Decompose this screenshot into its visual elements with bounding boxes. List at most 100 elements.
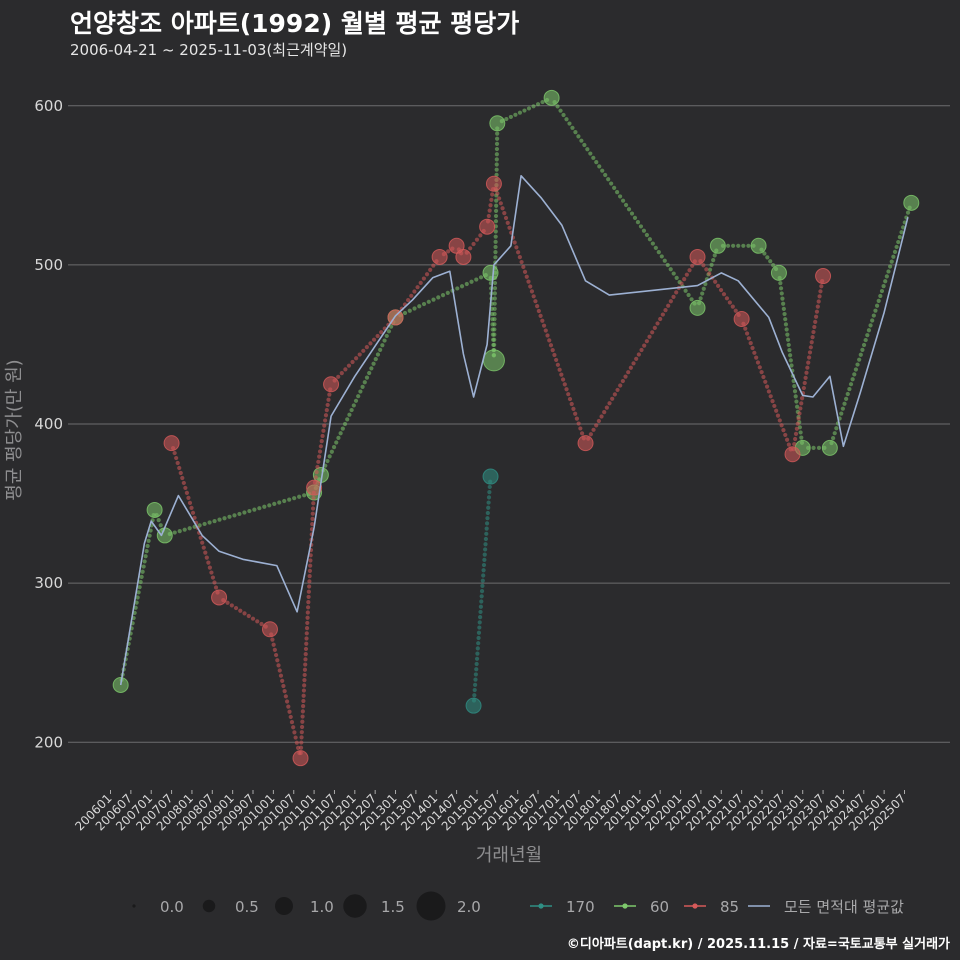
connector-dot	[793, 394, 798, 399]
data-point	[431, 248, 448, 265]
connector-dot	[683, 288, 688, 293]
connector-dot	[585, 147, 590, 152]
connector-dot	[552, 352, 557, 358]
connector-dot	[298, 745, 304, 750]
y-tick-label: 400	[34, 415, 63, 433]
connector-dot	[492, 317, 497, 322]
connector-dot	[891, 254, 896, 259]
connector-dot	[291, 725, 296, 730]
connector-dot	[746, 243, 751, 248]
connector-dot	[806, 360, 811, 365]
connector-dot	[787, 347, 792, 353]
connector-dot	[276, 663, 281, 668]
connector-dot	[382, 338, 387, 343]
connector-dot	[368, 341, 373, 346]
connector-dot	[519, 259, 524, 265]
connector-dot	[852, 372, 857, 377]
connector-dot	[818, 289, 823, 294]
data-point	[485, 175, 502, 192]
connector-dot	[375, 333, 380, 339]
connector-dot	[897, 235, 902, 240]
connector-dot	[548, 343, 554, 348]
connector-dot	[799, 435, 804, 440]
connector-dot	[320, 433, 325, 439]
connector-dot	[689, 297, 694, 302]
connector-dot	[186, 495, 191, 500]
source-caption: ©디아파트(dapt.kr) / 2025.11.15 / 자료=국토교통부 실…	[566, 937, 950, 952]
legend-key-dot	[622, 903, 628, 909]
connector-dot	[901, 225, 906, 230]
connector-dot	[545, 333, 550, 338]
connector-dot	[472, 687, 477, 693]
connector-dot	[246, 613, 251, 619]
connector-dot	[379, 330, 384, 335]
connector-dot	[473, 672, 478, 677]
connector-dot	[494, 167, 499, 172]
connector-dot	[606, 177, 611, 182]
connector-dot	[336, 374, 341, 379]
connector-dot	[295, 745, 301, 750]
connector-dot	[647, 237, 652, 242]
connector-dot	[526, 106, 532, 111]
connector-dot	[486, 500, 491, 505]
connector-dot	[632, 215, 638, 220]
connector-dot	[426, 299, 431, 304]
connector-dot	[879, 288, 885, 294]
connector-dot	[144, 549, 149, 554]
connector-dot	[652, 325, 657, 330]
connector-dot	[768, 394, 773, 399]
connector-dot	[304, 631, 309, 636]
connector-dot	[478, 615, 483, 620]
connector-dot	[406, 298, 411, 303]
connector-dot	[679, 281, 684, 286]
y-tick-label: 200	[34, 733, 63, 751]
x-axis-title: 거래년월	[476, 845, 542, 866]
connector-dot	[754, 355, 759, 360]
connector-dot	[810, 335, 815, 340]
connector-dot	[786, 342, 791, 348]
connector-dot	[604, 405, 609, 410]
connector-dot	[772, 403, 777, 409]
connector-dot	[870, 318, 875, 323]
connector-dot	[362, 380, 367, 385]
connector-dot	[868, 323, 873, 328]
connector-dot	[517, 110, 523, 115]
connector-dot	[148, 528, 153, 533]
connector-dot	[319, 439, 324, 444]
data-point	[784, 446, 801, 463]
data-point	[689, 299, 706, 316]
connector-dot	[789, 363, 794, 368]
connector-dot	[629, 211, 635, 216]
connector-dot	[684, 272, 689, 277]
connector-dot	[242, 611, 247, 616]
connector-dot	[795, 404, 800, 409]
connector-dot	[202, 521, 207, 527]
connector-dot	[287, 709, 292, 714]
connector-dot	[905, 210, 911, 215]
connector-dot	[371, 337, 377, 342]
connector-dot	[325, 402, 330, 408]
connector-dot	[701, 263, 706, 268]
connector-dot	[480, 578, 485, 583]
connector-dot	[896, 239, 901, 245]
connector-dot	[658, 316, 663, 322]
connector-dot	[302, 667, 308, 672]
connector-dot	[492, 337, 497, 342]
connector-dot	[351, 403, 356, 408]
connector-dot	[361, 348, 366, 353]
connector-dot	[210, 575, 216, 580]
connector-dot	[304, 636, 309, 641]
connector-dot	[522, 269, 528, 274]
connector-dot	[582, 142, 587, 148]
connector-dot	[819, 284, 824, 289]
connector-dot	[623, 374, 628, 379]
connector-dot	[626, 370, 631, 375]
connector-dot	[306, 594, 311, 600]
connector-dot	[270, 637, 275, 642]
connector-dot	[367, 370, 372, 376]
connector-dot	[302, 678, 307, 683]
connector-dot	[486, 505, 491, 510]
connector-dot	[293, 735, 298, 740]
connector-dot	[418, 280, 423, 285]
connector-dot	[272, 647, 277, 653]
